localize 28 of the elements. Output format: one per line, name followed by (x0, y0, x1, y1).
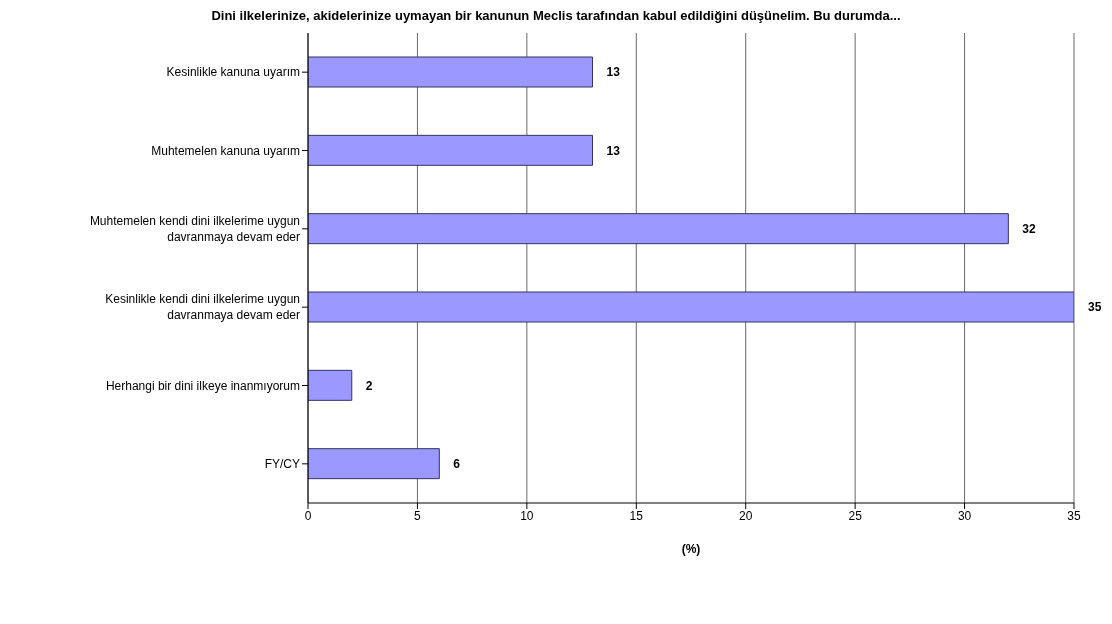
bar (308, 448, 440, 480)
y-tick-label: Kesinlikle kanuna uyarım (166, 65, 300, 80)
bar (308, 291, 1074, 323)
x-tick-label: 10 (520, 508, 534, 523)
data-label: 6 (453, 456, 461, 471)
y-tick-label: FY/CY (264, 456, 300, 471)
x-tick-label: 35 (1067, 508, 1081, 523)
bar (308, 56, 594, 88)
bar (308, 213, 1009, 245)
x-tick-label: 5 (414, 508, 422, 523)
x-tick-label: 25 (848, 508, 863, 523)
data-label: 13 (606, 65, 621, 80)
x-axis-title: (%) (681, 542, 701, 556)
data-label: 32 (1022, 221, 1037, 236)
y-tick-label: Herhangi bir dini ilkeye inanmıyorum (105, 378, 300, 393)
x-tick-label: 30 (957, 508, 972, 523)
data-label: 2 (365, 378, 373, 393)
y-tick-label: Muhtemelen kanuna uyarım (151, 143, 300, 158)
chart-title: Dini ilkelerinize, akidelerinize uymayan bir kanunun Meclis tarafından kabul edildiğini düşünelim. Bu durumda... (210, 8, 902, 23)
y-tick-label: Muhtemelen kendi dini ilkelerime uygun davranmaya devam eder (89, 213, 300, 244)
x-tick-label: 15 (629, 508, 644, 523)
data-label: 35 (1088, 300, 1102, 315)
data-label: 13 (606, 143, 621, 158)
x-tick-label: 20 (739, 508, 753, 523)
bar (308, 369, 353, 401)
y-tick-label: Kesinlikle kendi dini ilkelerime uygun davranmaya devam eder (105, 292, 300, 323)
x-tick-label: 0 (304, 508, 312, 523)
bar (308, 134, 594, 166)
